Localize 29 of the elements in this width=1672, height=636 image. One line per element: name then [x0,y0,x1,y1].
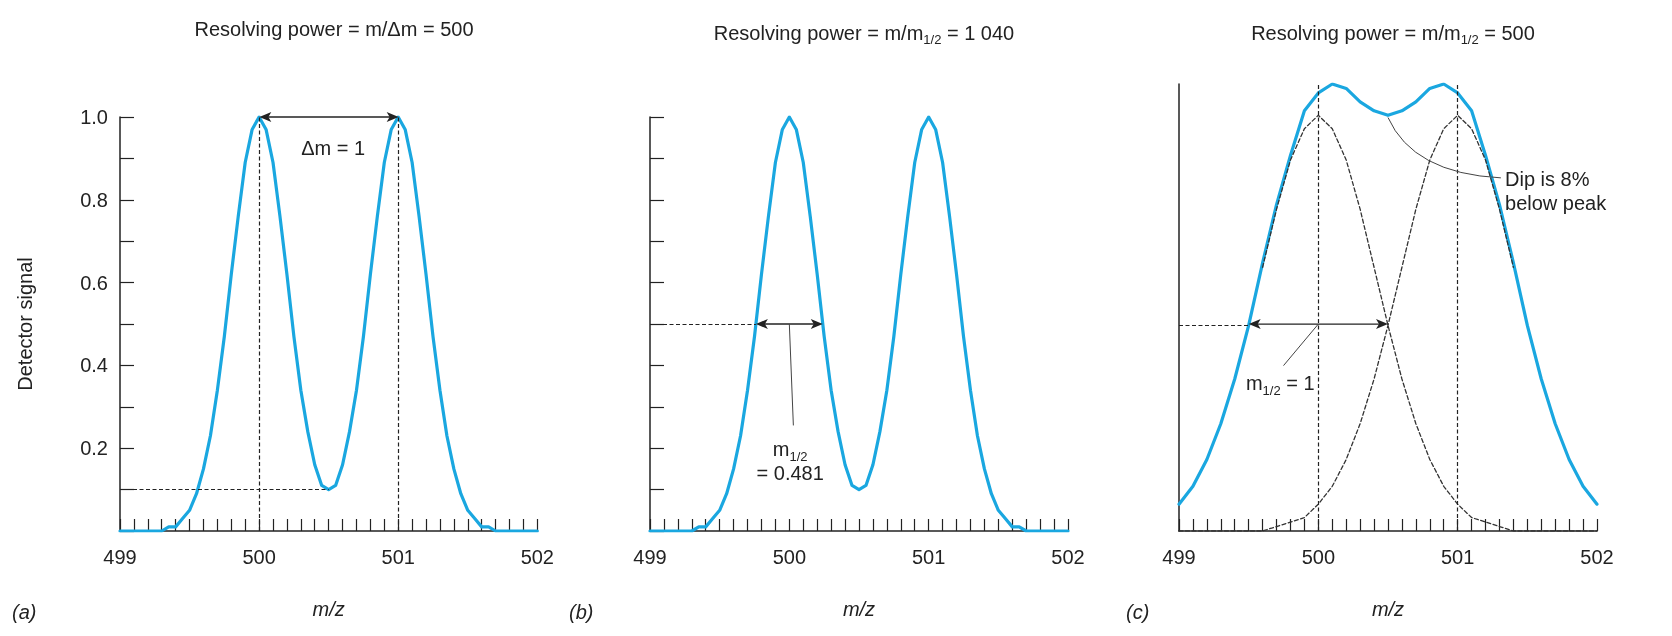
x-tick-label: 502 [1580,546,1614,568]
text: (c) [1126,600,1150,624]
annotation: m$_{1/2}$ = 0.481 [756,436,824,485]
y-tick-label: 0.4 [80,354,108,377]
y-tick-label: 0.2 [80,437,108,460]
x-tick-label: 501 [381,546,415,568]
x-tick-label: 502 [1051,546,1085,568]
chart-title: Resolving power = m/Δm = 500 [194,18,474,40]
x-tick-label: 501 [1440,546,1475,568]
annotation: m$_{1/2}$ = 1 [1245,371,1315,399]
x-tick-label: 499 [633,546,667,568]
text: (a) [12,600,37,624]
y-tick-label: 0.8 [80,188,108,211]
text: (b) [569,600,594,624]
x-axis-title: m/z [1371,598,1405,620]
x-tick-label: 500 [1301,546,1336,568]
x-tick-label: 500 [242,546,276,568]
annotation: Δm = 1 [301,136,366,161]
x-axis-title: m/z [842,598,876,620]
annotation: Dip is 8% below peak [1505,167,1608,216]
x-tick-label: 501 [911,546,946,568]
y-tick-label: 1.0 [80,106,108,128]
y-axis-title: Detector signal [14,257,36,391]
x-tick-label: 499 [103,546,137,568]
y-tick-label: 0.6 [80,271,108,294]
x-tick-label: 499 [1162,546,1196,568]
x-tick-label: 500 [772,546,807,568]
x-axis-title: m/z [312,598,345,620]
x-tick-label: 502 [520,546,554,568]
